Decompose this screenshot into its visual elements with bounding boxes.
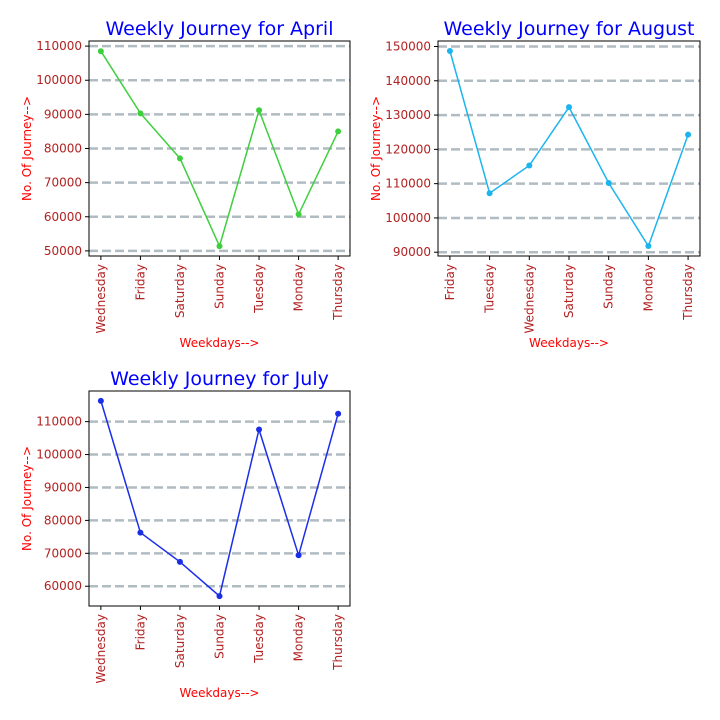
x-tick-label: Friday (443, 264, 457, 300)
data-point (335, 410, 342, 417)
x-axis-label: Weekdays--> (529, 336, 609, 350)
data-point (335, 128, 342, 135)
y-tick-label: 50000 (44, 244, 82, 258)
y-tick-label: 80000 (44, 513, 82, 527)
y-tick-label: 70000 (44, 176, 82, 190)
chart-panel-0: 50000 60000 70000 80000 90000 100000 110000 Wed… (20, 18, 351, 350)
data-point (256, 107, 263, 114)
data-point (295, 211, 302, 218)
data-point (295, 552, 302, 559)
x-tick-label: Saturday (173, 614, 187, 668)
data-point (526, 162, 533, 169)
x-tick-label: Monday (292, 264, 306, 311)
data-point (486, 190, 493, 197)
data-point (97, 48, 104, 55)
y-tick-label: 80000 (44, 142, 82, 156)
y-tick-label: 70000 (44, 546, 82, 560)
data-point (216, 243, 223, 250)
data-point (645, 243, 652, 250)
x-tick-label: Monday (641, 264, 655, 311)
y-tick-label: 150000 (385, 39, 431, 53)
y-tick-label: 100000 (36, 448, 82, 462)
chart-title: Weekly Journey for April (106, 18, 334, 40)
x-tick-label: Thursday (331, 264, 345, 321)
y-axis-label: No. Of Journey--> (20, 446, 34, 551)
data-point (137, 110, 144, 117)
y-tick-label: 110000 (36, 39, 82, 53)
data-point (605, 179, 612, 186)
x-tick-label: Tuesday (252, 264, 266, 314)
data-point (446, 47, 453, 54)
x-tick-label: Wednesday (94, 264, 108, 333)
x-tick-label: Saturday (173, 264, 187, 318)
data-point (256, 426, 263, 433)
series-line (100, 400, 339, 598)
data-point (685, 131, 692, 138)
y-tick-label: 60000 (44, 579, 82, 593)
y-tick-label: 90000 (44, 107, 82, 121)
x-tick-label: Thursday (681, 264, 695, 321)
x-tick-label: Friday (133, 614, 147, 650)
x-tick-label: Friday (133, 264, 147, 300)
chart-title: Weekly Journey for July (110, 368, 329, 390)
chart-title: Weekly Journey for August (443, 18, 694, 40)
data-point (216, 593, 223, 600)
chart-panel-2: 60000 70000 80000 90000 100000 110000 Wednesda… (20, 368, 351, 700)
chart-panel-1: 90000 100000 110000 120000 130000 140000 15000… (369, 18, 701, 350)
x-tick-label: Thursday (331, 614, 345, 671)
y-tick-label: 130000 (385, 108, 431, 122)
y-tick-label: 110000 (36, 415, 82, 429)
x-tick-label: Tuesday (252, 614, 266, 664)
y-tick-label: 140000 (385, 74, 431, 88)
y-tick-label: 60000 (44, 210, 82, 224)
data-point (176, 155, 183, 162)
x-tick-label: Wednesday (94, 614, 108, 683)
x-tick-label: Tuesday (483, 264, 497, 314)
x-tick-label: Sunday (602, 264, 616, 309)
x-tick-label: Sunday (213, 264, 227, 309)
y-tick-label: 90000 (393, 245, 431, 259)
data-point (176, 558, 183, 565)
y-tick-label: 110000 (385, 177, 431, 191)
y-tick-label: 100000 (385, 211, 431, 225)
y-tick-label: 120000 (385, 142, 431, 156)
x-tick-label: Saturday (562, 264, 576, 318)
x-tick-label: Monday (292, 614, 306, 661)
x-axis-label: Weekdays--> (180, 336, 260, 350)
data-point (97, 397, 104, 404)
data-point (137, 529, 144, 536)
plot-area (88, 390, 351, 607)
y-tick-label: 90000 (44, 480, 82, 494)
x-tick-label: Sunday (213, 614, 227, 659)
x-tick-label: Wednesday (522, 264, 536, 333)
y-axis-label: No. Of Journey--> (20, 96, 34, 201)
y-axis-label: No. Of Journey--> (369, 96, 383, 201)
x-axis-label: Weekdays--> (180, 686, 260, 700)
data-point (566, 104, 572, 111)
y-tick-label: 100000 (36, 73, 82, 87)
